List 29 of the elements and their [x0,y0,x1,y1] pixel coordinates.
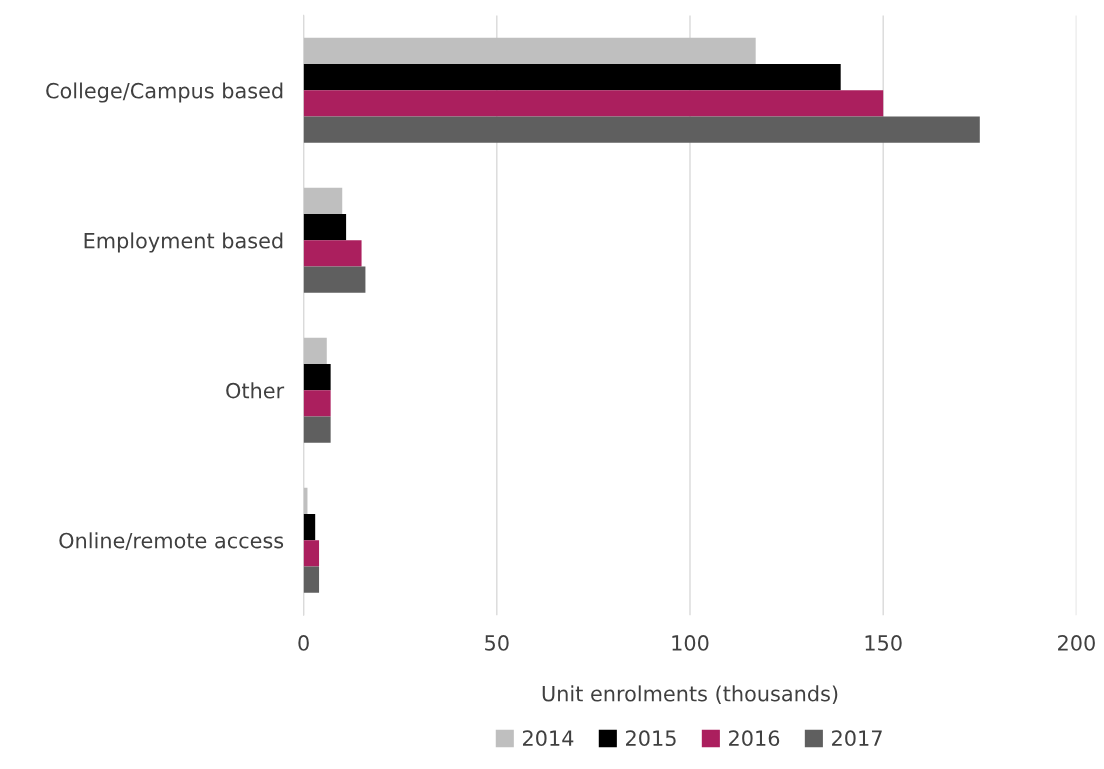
legend-label: 2014 [522,730,574,747]
bar [303,390,331,417]
bar [303,187,343,215]
x-tick-label: 50 [485,635,509,651]
bar [303,566,320,593]
bar [303,416,331,443]
bar [303,37,756,65]
legend-label: 2015 [626,730,676,747]
bar [303,214,347,241]
x-axis-title: Unit enrolments (thousands) [542,685,838,704]
y-tick-label: College/Campus based [46,82,283,103]
x-tick-label: 0 [298,635,309,651]
bar [303,116,980,143]
bar [303,364,331,391]
legend-label: 2017 [832,730,882,747]
x-tick-label: 100 [672,635,709,651]
bar [303,240,362,267]
y-tick-label: Employment based [84,232,283,253]
legend-label: 2016 [729,730,780,747]
bar [303,513,316,541]
x-tick-label: 200 [1058,635,1095,651]
x-tick-label: 150 [865,635,902,651]
bar [303,64,841,91]
bar [303,540,320,567]
y-tick-label: Online/remote access [59,532,284,551]
bar [303,266,366,293]
bar [303,90,884,117]
y-tick-label: Other [226,382,285,399]
bar [303,337,327,365]
